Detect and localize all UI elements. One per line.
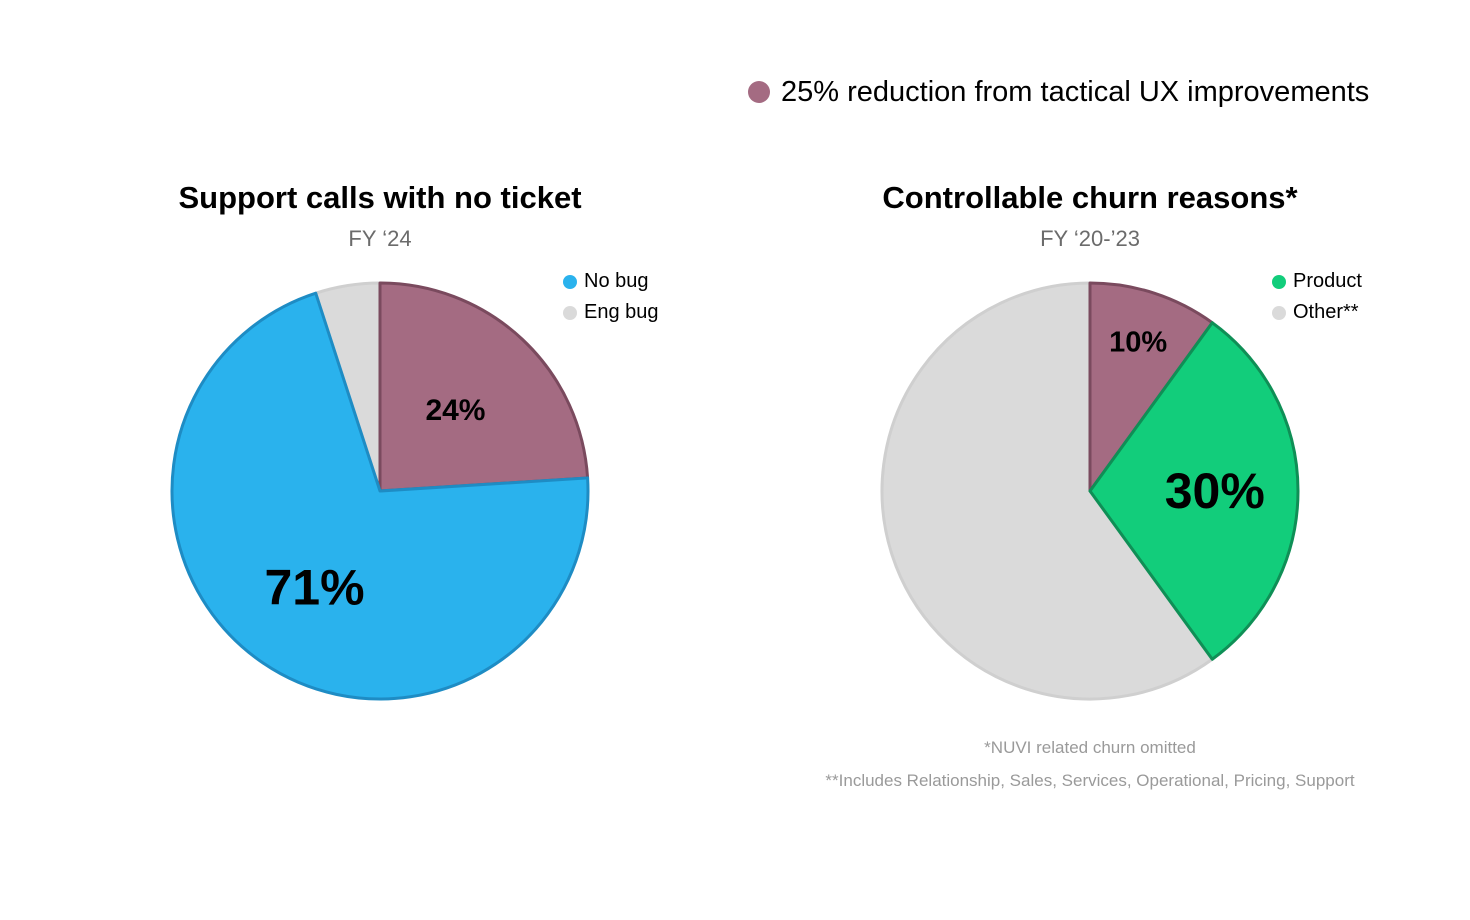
legend-swatch xyxy=(563,274,577,289)
pie-slice-label: 71% xyxy=(264,559,364,615)
legend-churn-reasons: Product Other** xyxy=(1272,266,1362,328)
pie-slice xyxy=(378,281,590,493)
pie-slice-label: 24% xyxy=(425,394,485,427)
pie-slice xyxy=(880,281,1214,701)
pie-slice-label: 10% xyxy=(1109,327,1167,359)
footnote-includes: **Includes Relationship, Sales, Services… xyxy=(825,771,1355,790)
pie-slice xyxy=(1088,321,1300,661)
pie-slice xyxy=(1088,281,1214,493)
chart-subtitle-support-calls: FY ‘24 xyxy=(348,226,412,251)
legend-swatch xyxy=(563,305,577,320)
pie-slice xyxy=(170,291,590,701)
legend-support-calls: No bug Eng bug xyxy=(563,266,659,328)
legend-item-eng-bug: Eng bug xyxy=(563,297,659,328)
legend-swatch xyxy=(1272,305,1286,320)
top-legend-text: 25% reduction from tactical UX improveme… xyxy=(781,75,1370,108)
legend-item-product: Product xyxy=(1272,266,1362,297)
top-legend: 25% reduction from tactical UX improveme… xyxy=(748,72,1369,112)
footnote-nuvi: *NUVI related churn omitted xyxy=(984,738,1196,757)
legend-swatch xyxy=(1272,274,1286,289)
top-legend-dot xyxy=(748,81,770,103)
pie-slice-label: 30% xyxy=(1165,463,1265,519)
legend-item-no-bug: No bug xyxy=(563,266,659,297)
legend-label: No bug xyxy=(584,270,649,292)
legend-item-other: Other** xyxy=(1272,297,1362,328)
chart-title-churn-reasons: Controllable churn reasons* xyxy=(882,180,1298,215)
chart-title-support-calls: Support calls with no ticket xyxy=(178,180,582,215)
legend-label: Other** xyxy=(1293,301,1359,323)
legend-label: Product xyxy=(1293,270,1362,292)
chart-subtitle-churn-reasons: FY ‘20-’23 xyxy=(1040,226,1140,251)
legend-label: Eng bug xyxy=(584,301,659,323)
